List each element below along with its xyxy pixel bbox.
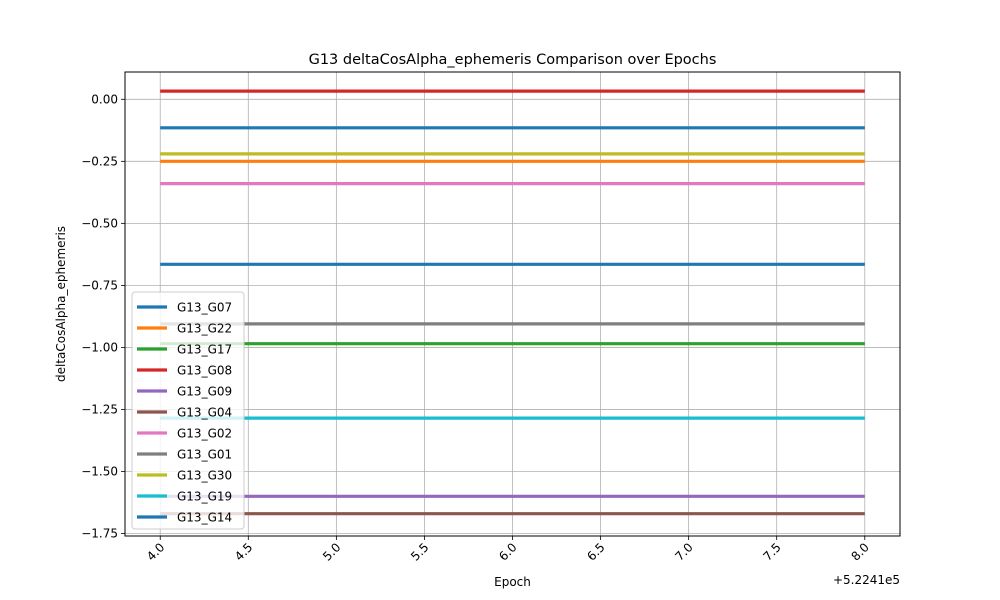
y-tick-label: −1.00: [81, 340, 118, 354]
y-tick-label: −0.50: [81, 216, 118, 230]
legend: G13_G07 G13_G22 G13_G17 G13_G08 G13_G09 G13_G…: [131, 291, 245, 530]
x-axis-offset-label: +5.2241e5: [833, 573, 900, 587]
y-tick-label: −1.50: [81, 464, 118, 478]
legend-label: G13_G09: [177, 385, 232, 399]
legend-label: G13_G04: [177, 406, 232, 420]
legend-label: G13_G17: [177, 343, 232, 357]
y-tick-label: 0.00: [91, 92, 118, 106]
legend-label: G13_G14: [177, 511, 232, 525]
y-tick-label: −0.75: [81, 278, 118, 292]
chart-title: G13 deltaCosAlpha_ephemeris Comparison o…: [309, 52, 717, 68]
legend-label: G13_G07: [177, 301, 232, 315]
y-axis-label: deltaCosAlpha_ephemeris: [54, 226, 68, 382]
x-axis-label: Epoch: [494, 575, 531, 589]
legend-label: G13_G08: [177, 364, 232, 378]
y-tick-label: −1.25: [81, 402, 118, 416]
legend-label: G13_G19: [177, 490, 232, 504]
y-tick-label: −1.75: [81, 527, 118, 541]
legend-label: G13_G22: [177, 322, 232, 336]
legend-box: [131, 291, 245, 530]
legend-label: G13_G02: [177, 427, 232, 441]
y-tick-label: −0.25: [81, 154, 118, 168]
series-lines: [160, 89, 865, 516]
legend-label: G13_G01: [177, 448, 232, 462]
legend-label: G13_G30: [177, 469, 232, 483]
